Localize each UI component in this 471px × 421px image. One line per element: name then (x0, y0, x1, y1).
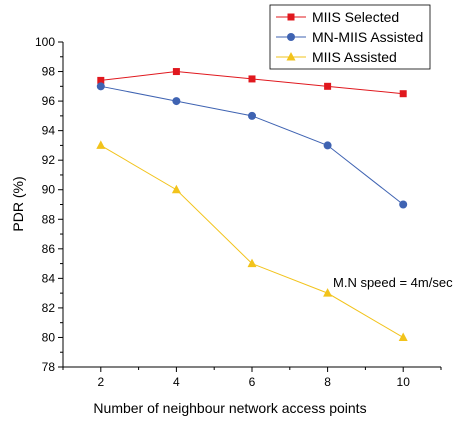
y-tick-label: 82 (42, 301, 56, 315)
data-point (323, 288, 333, 297)
legend-label: MIIS Selected (312, 9, 399, 25)
data-point (248, 75, 256, 83)
y-tick-label: 96 (42, 94, 56, 108)
series-layer (96, 68, 408, 341)
axes: 78 80 82 84 86 88 90 92 94 96 98 100 2 4 6 8 10 (35, 35, 442, 389)
y-tick-label: 84 (42, 271, 56, 285)
data-point (248, 111, 256, 120)
legend-marker (286, 52, 296, 61)
y-tick-label: 100 (35, 35, 55, 49)
y-tick-label: 78 (42, 360, 56, 374)
legend-label: MIIS Assisted (312, 49, 397, 65)
x-tick-label: 6 (249, 375, 256, 389)
data-point (171, 184, 181, 194)
x-axis-title: Number of neighbour network access point… (93, 400, 366, 416)
series-line (100, 71, 404, 95)
legend-label: MN-MIIS Assisted (312, 29, 423, 45)
legend: MIIS Selected MN-MIIS Assisted MIIS Assist… (269, 4, 431, 70)
y-tick-label: 80 (42, 330, 56, 344)
y-tick-label: 98 (42, 65, 56, 79)
legend-marker (287, 33, 295, 41)
series-line (100, 85, 404, 205)
x-tick-label: 8 (324, 375, 331, 389)
y-tick-label: 92 (42, 153, 56, 167)
data-point (399, 200, 408, 209)
data-point (172, 97, 181, 106)
data-point (324, 82, 332, 90)
data-point (172, 68, 180, 76)
data-point (97, 76, 105, 84)
data-point (96, 140, 106, 149)
series-2 (96, 82, 408, 209)
series-3 (96, 140, 408, 341)
x-tick-label: 2 (97, 375, 104, 389)
y-axis-title: PDR (%) (10, 176, 26, 231)
data-point (247, 258, 257, 268)
speed-annotation: M.N speed = 4m/sec (333, 275, 453, 290)
data-point (399, 90, 407, 98)
y-tick-label: 88 (42, 212, 56, 226)
legend-marker (287, 13, 295, 21)
series-line (100, 144, 404, 338)
data-point (323, 141, 332, 150)
x-tick-label: 10 (397, 375, 411, 389)
series-1 (97, 68, 407, 98)
y-tick-label: 94 (42, 124, 56, 138)
data-point (96, 82, 105, 91)
x-tick-label: 4 (173, 375, 180, 389)
y-tick-label: 86 (42, 242, 56, 256)
y-tick-label: 90 (42, 183, 56, 197)
data-point (398, 332, 408, 341)
